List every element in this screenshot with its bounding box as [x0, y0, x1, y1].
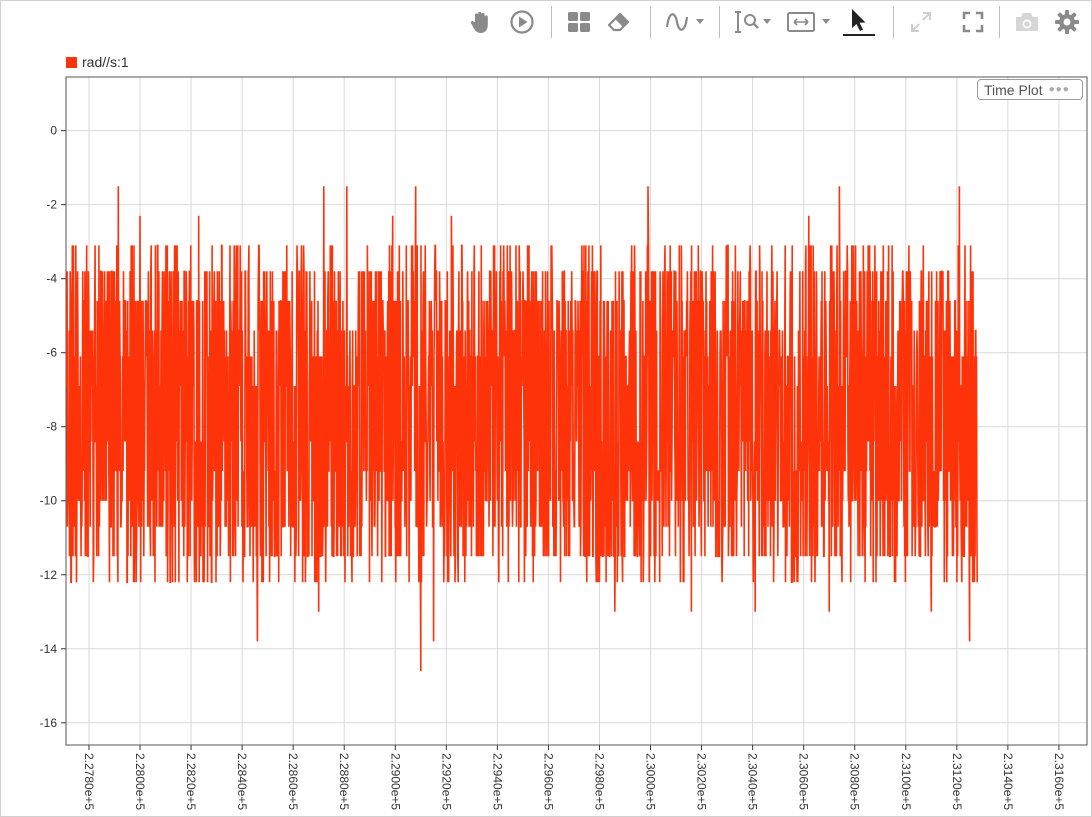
y-tick-label: -16 [40, 716, 58, 730]
x-tick-label: 2.3020e+5 [695, 753, 709, 810]
y-tick-label: -12 [40, 568, 58, 582]
x-tick-label: 2.2780e+5 [82, 753, 96, 810]
legend-swatch [66, 56, 77, 68]
y-tick-label: -8 [46, 420, 57, 434]
toolbar [0, 0, 1092, 44]
y-tick-label: -2 [46, 198, 57, 212]
toolbar-separator [650, 6, 651, 38]
x-tick-label: 2.2800e+5 [133, 753, 147, 810]
y-tick-label: -6 [46, 346, 57, 360]
y-tick-label: -14 [40, 642, 58, 656]
x-tick-label: 2.2960e+5 [541, 753, 555, 810]
x-tick-label: 2.2880e+5 [337, 753, 351, 810]
series-line-rad-s-1 [66, 186, 978, 672]
legend-label: rad//s:1 [82, 54, 129, 70]
x-tick-label: 2.3060e+5 [797, 753, 811, 810]
more-options-icon: ●●● [1048, 84, 1070, 95]
cursor-icon[interactable] [842, 6, 876, 38]
camera-icon[interactable] [1011, 6, 1043, 38]
x-tick-label: 2.2860e+5 [286, 753, 300, 810]
zoom-icon[interactable] [733, 6, 777, 38]
y-tick-label: -10 [40, 494, 58, 508]
pan-icon[interactable] [466, 6, 494, 38]
x-tick-label: 2.2840e+5 [235, 753, 249, 810]
expand-icon[interactable] [906, 6, 936, 38]
y-tick-label: 0 [50, 124, 57, 138]
x-tick-label: 2.3120e+5 [950, 753, 964, 810]
x-tick-label: 2.3000e+5 [644, 753, 658, 810]
x-tick-label: 2.2820e+5 [184, 753, 198, 810]
time-plot-label: Time Plot [984, 81, 1043, 98]
fit-view-icon[interactable] [785, 6, 835, 38]
plot-area [65, 76, 1088, 746]
toolbar-separator [999, 6, 1000, 38]
fullscreen-icon[interactable] [958, 6, 988, 38]
x-tick-label: 2.3100e+5 [899, 753, 913, 810]
x-tick-label: 2.3140e+5 [1001, 753, 1015, 810]
x-tick-label: 2.2980e+5 [592, 753, 606, 810]
layout-icon[interactable] [565, 6, 593, 38]
eraser-icon[interactable] [604, 6, 634, 38]
play-icon[interactable] [507, 6, 537, 38]
toolbar-separator [551, 6, 552, 38]
x-tick-label: 2.2920e+5 [439, 753, 453, 810]
gear-icon[interactable] [1051, 6, 1083, 38]
x-tick-label: 2.2900e+5 [388, 753, 402, 810]
toolbar-separator [893, 6, 894, 38]
y-tick-label: -4 [46, 272, 57, 286]
x-tick-label: 2.3040e+5 [746, 753, 760, 810]
legend[interactable]: rad//s:1 [66, 53, 129, 71]
time-plot-button[interactable]: Time Plot ●●● [977, 79, 1083, 100]
x-tick-label: 2.3160e+5 [1052, 753, 1066, 810]
toolbar-separator [719, 6, 720, 38]
signal-icon[interactable] [664, 6, 708, 38]
x-tick-label: 2.2940e+5 [490, 753, 504, 810]
x-tick-label: 2.3080e+5 [848, 753, 862, 810]
